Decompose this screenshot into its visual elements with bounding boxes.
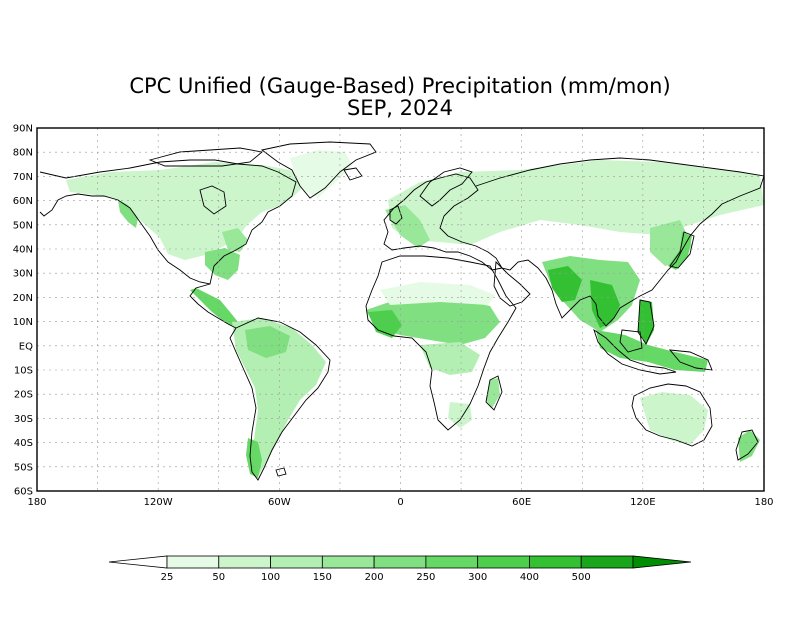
map-content — [37, 128, 764, 491]
coast-borneo — [619, 329, 643, 353]
precip-us-southeast — [205, 248, 240, 280]
colorbar-label: 150 — [313, 572, 332, 583]
longitude-labels: 180 120W 60W 0 60E 120E 180 — [27, 497, 773, 508]
lat-label: 30N — [13, 269, 33, 280]
coast-sumatra-java — [593, 328, 677, 375]
lat-label: 50N — [13, 220, 33, 231]
coast-arctic-islands — [148, 147, 264, 167]
colorbar-segment — [166, 555, 220, 569]
precip-madagascar — [486, 378, 500, 408]
map-title: CPC Unified (Gauge-Based) Precipitation … — [129, 74, 671, 98]
map-frame — [36, 127, 765, 492]
precip-south-africa — [448, 402, 472, 428]
precip-north-america — [66, 162, 305, 260]
precip-philippines — [638, 300, 654, 345]
lon-label: 180 — [754, 497, 773, 508]
lat-label: 40S — [14, 438, 33, 449]
lat-label: 80N — [13, 148, 33, 159]
lat-label: 60N — [13, 196, 33, 207]
colorbar-label: 400 — [520, 572, 539, 583]
coast-south-america — [229, 317, 331, 481]
lon-label: 120W — [144, 497, 173, 508]
lat-label: EQ — [19, 341, 33, 352]
lon-label: 60E — [512, 497, 531, 508]
coast-africa — [365, 255, 517, 431]
colorbar-segment — [218, 555, 271, 569]
precip-sahara-light — [380, 282, 495, 305]
lat-label: 90N — [13, 124, 33, 135]
map-subtitle: SEP, 2024 — [346, 96, 454, 120]
precip-south-america — [232, 318, 326, 476]
coast-hudson-bay — [199, 185, 227, 215]
coast-madagascar — [485, 375, 503, 411]
colorbar-segment — [529, 555, 582, 569]
colorbar-segment — [477, 555, 530, 569]
coast-new-guinea — [668, 349, 713, 371]
colorbar-segment — [270, 555, 323, 569]
lat-label: 30S — [14, 414, 33, 425]
colorbar-label: 500 — [572, 572, 591, 583]
precip-new-zealand — [738, 430, 760, 462]
precip-central-america — [190, 288, 238, 326]
colorbar-label: 200 — [365, 572, 384, 583]
lat-label: 10N — [13, 317, 33, 328]
coast-new-zealand — [735, 429, 759, 461]
lat-label: 10S — [14, 366, 33, 377]
gridlines — [37, 128, 764, 491]
latitude-labels: 90N 80N 70N 60N 50N 40N 30N 20N 10N EQ 10S 20S 30S 40… — [13, 124, 33, 498]
lon-label: 120E — [630, 497, 655, 508]
colorbar-segment — [321, 555, 375, 569]
coast-japan — [669, 231, 695, 269]
colorbar-segment — [632, 555, 692, 569]
colorbar-segment — [108, 555, 168, 569]
coast-scandinavia — [419, 167, 473, 207]
lat-label: 20N — [13, 293, 33, 304]
coast-british-isles — [389, 205, 403, 225]
lon-label: 60W — [268, 497, 291, 508]
lat-label: 50S — [14, 462, 33, 473]
lat-label: 60S — [14, 487, 33, 498]
colorbar: 25 50 100 150 200 250 300 400 500 — [108, 555, 692, 583]
coast-gulf-central-america — [189, 283, 237, 329]
lon-label: 180 — [27, 497, 46, 508]
colorbar-label: 25 — [161, 572, 174, 583]
colorbar-label: 300 — [468, 572, 487, 583]
precip-greenland — [290, 150, 352, 198]
lon-label: 0 — [397, 497, 403, 508]
coast-asia — [475, 157, 764, 327]
precip-central-africa — [420, 342, 480, 375]
coast-falklands — [275, 467, 287, 477]
precip-amazon-core — [245, 326, 290, 358]
precip-southern-chile — [246, 438, 262, 478]
coast-australia — [631, 383, 713, 447]
coast-arabia — [493, 260, 531, 307]
precip-western-europe — [385, 205, 430, 248]
precip-shading — [66, 150, 764, 478]
coast-philippines — [637, 299, 655, 345]
colorbar-segment — [580, 555, 634, 569]
precip-sahel — [366, 300, 500, 345]
precip-west-africa-core — [368, 310, 402, 338]
precip-us-east — [222, 228, 248, 252]
coast-iceland — [343, 167, 363, 181]
colorbar-segment — [425, 555, 479, 569]
precip-india-core — [548, 266, 582, 302]
precip-indochina — [590, 280, 620, 328]
lat-label: 70N — [13, 172, 33, 183]
colorbar-label: 50 — [212, 572, 225, 583]
colorbar-label: 250 — [416, 572, 435, 583]
precip-nw-coast — [118, 200, 138, 228]
coast-europe — [383, 173, 503, 271]
lat-label: 40N — [13, 245, 33, 256]
colorbar-segment — [373, 555, 427, 569]
lat-label: 20S — [14, 390, 33, 401]
colorbar-label: 100 — [261, 572, 280, 583]
